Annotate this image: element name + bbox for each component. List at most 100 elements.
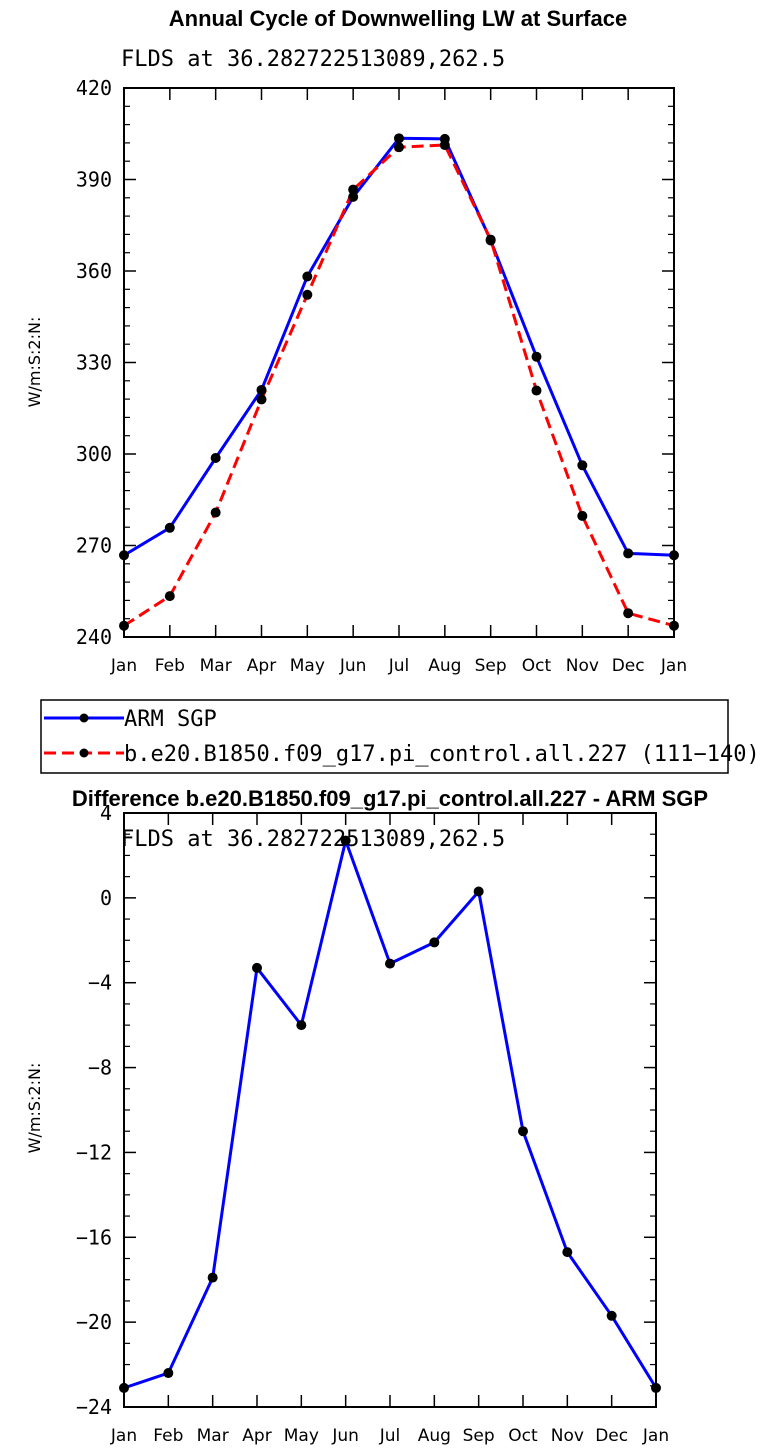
chart-title: Annual Cycle of Downwelling LW at Surfac… — [169, 6, 627, 31]
y-tick-label: −20 — [76, 1310, 112, 1334]
data-point — [577, 510, 588, 521]
data-point — [252, 962, 262, 973]
legend-box — [40, 699, 729, 774]
y-tick-label: 330 — [76, 351, 112, 375]
data-point — [394, 142, 404, 153]
axis-ticks — [123, 87, 675, 638]
y-axis-label: W/m:S:2:N: — [25, 1063, 44, 1154]
plot-frame — [123, 87, 675, 638]
data-point — [429, 937, 440, 948]
plot-border — [123, 812, 657, 1408]
x-tick-label: Sep — [463, 1426, 495, 1446]
x-tick-label: Aug — [428, 656, 461, 676]
data-point — [473, 886, 484, 897]
axis-ticks — [123, 812, 657, 1408]
x-tick-label: Mar — [197, 1426, 229, 1446]
y-tick-label: 300 — [76, 442, 112, 466]
data-point — [669, 550, 679, 561]
x-tick-label: Jan — [110, 656, 137, 676]
data-point — [531, 351, 542, 362]
x-tick-labels: Jan Feb Mar Apr May Jun Jul Aug Sep Oct Nov Dec Jan — [110, 656, 687, 676]
chart-subtitle: FLDS at 36.282722513089,262.5 — [121, 47, 505, 72]
x-tick-label: Feb — [155, 656, 185, 676]
plot-border — [123, 87, 675, 638]
data-point — [348, 191, 359, 202]
y-tick-label: 0 — [100, 886, 112, 910]
legend-marker-arm-sgp — [79, 713, 89, 723]
y-tick-label: −8 — [88, 1056, 112, 1080]
data-point — [439, 140, 450, 151]
data-point — [518, 1126, 528, 1137]
data-point — [210, 452, 221, 463]
data-point — [623, 548, 634, 559]
data-point — [296, 1020, 307, 1031]
y-axis-label: W/m:S:2:N: — [25, 317, 44, 408]
y-tick-labels: 240 270 300 330 360 390 420 — [76, 76, 112, 649]
x-tick-label: Nov — [551, 1426, 584, 1446]
x-tick-label: Sep — [475, 656, 507, 676]
y-tick-label: 240 — [76, 625, 112, 649]
data-point — [669, 620, 679, 631]
y-tick-label: −4 — [88, 971, 112, 995]
y-tick-label: 4 — [100, 801, 112, 825]
data-point — [256, 384, 267, 395]
data-point — [119, 1382, 129, 1393]
data-point — [385, 958, 395, 969]
x-tick-label: Nov — [566, 656, 599, 676]
y-tick-label: 360 — [76, 259, 112, 283]
x-tick-label: Oct — [508, 1426, 538, 1446]
y-tick-label: 420 — [76, 76, 112, 100]
series-line-1 — [123, 143, 675, 628]
x-tick-label: Dec — [595, 1426, 628, 1446]
series-line-0 — [123, 839, 658, 1390]
plot-frame — [123, 812, 657, 1408]
series-layer — [119, 835, 661, 1393]
series-layer — [119, 133, 679, 631]
difference-chart: Difference b.e20.B1850.f09_g17.pi_contro… — [25, 786, 708, 1446]
x-tick-label: Feb — [153, 1426, 183, 1446]
data-point — [119, 550, 129, 561]
x-tick-label: Apr — [242, 1426, 271, 1446]
data-point — [577, 460, 588, 471]
data-point — [394, 133, 404, 144]
data-point — [302, 289, 313, 300]
x-tick-label: Jul — [379, 1426, 401, 1446]
x-tick-label: Jun — [339, 656, 367, 676]
data-point — [207, 1272, 218, 1283]
x-tick-label: Jan — [110, 1426, 137, 1446]
x-tick-label: Jan — [642, 1426, 669, 1446]
legend-label-arm-sgp: ARM SGP — [124, 707, 217, 732]
data-point — [163, 1368, 174, 1379]
y-tick-label: 390 — [76, 168, 112, 192]
data-point — [606, 1310, 617, 1321]
data-point — [164, 591, 175, 602]
x-tick-label: Apr — [247, 656, 276, 676]
x-tick-label: May — [284, 1426, 319, 1446]
y-tick-label: −12 — [76, 1140, 112, 1164]
legend-label-model: b.e20.B1850.f09_g17.pi_control.all.227 (… — [124, 742, 760, 767]
y-tick-labels: −24 −20 −16 −12 −8 −4 0 4 — [76, 801, 112, 1419]
legend-marker-model — [79, 748, 89, 758]
data-point — [623, 608, 634, 619]
y-tick-label: 270 — [76, 534, 112, 558]
x-tick-label: Dec — [612, 656, 645, 676]
x-tick-label: Jul — [388, 656, 410, 676]
data-point — [210, 507, 221, 518]
legend: ARM SGP b.e20.B1850.f09_g17.pi_control.a… — [40, 699, 760, 774]
data-point — [348, 184, 359, 195]
x-tick-labels: Jan Feb Mar Apr May Jun Jul Aug Sep Oct Nov Dec Jan — [110, 1426, 669, 1446]
data-point — [531, 385, 542, 396]
data-point — [164, 522, 175, 533]
x-tick-label: Aug — [418, 1426, 451, 1446]
y-tick-label: −16 — [76, 1225, 112, 1249]
data-point — [651, 1382, 661, 1393]
data-point — [485, 234, 496, 245]
data-point — [340, 835, 351, 846]
x-tick-label: May — [290, 656, 325, 676]
data-point — [562, 1247, 573, 1258]
x-tick-label: Jun — [331, 1426, 359, 1446]
x-tick-label: Oct — [522, 656, 552, 676]
x-tick-label: Jan — [660, 656, 687, 676]
x-tick-label: Mar — [200, 656, 232, 676]
